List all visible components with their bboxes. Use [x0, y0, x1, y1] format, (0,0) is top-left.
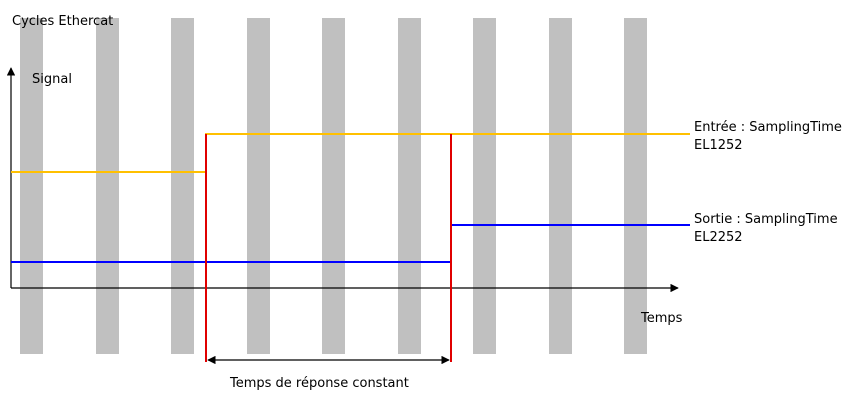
signal-axis-label: Signal [32, 72, 72, 87]
cycle-bar [549, 18, 572, 354]
ethercat-cycle-bars [20, 18, 647, 354]
cycles-label: Cycles Ethercat [12, 14, 113, 29]
cycle-bar [247, 18, 270, 354]
cycle-bar [20, 18, 43, 354]
cycle-bar [624, 18, 647, 354]
time-axis-label: Temps [640, 311, 683, 326]
response-time-label: Temps de réponse constant [229, 376, 409, 391]
cycle-bar [322, 18, 345, 354]
input-label-line2: EL1252 [694, 138, 743, 153]
input-label-line1: Entrée : SamplingTime [694, 120, 842, 135]
output-label-line1: Sortie : SamplingTime [694, 212, 838, 227]
cycle-bar [473, 18, 496, 354]
cycle-bar [171, 18, 194, 354]
cycle-bar [96, 18, 119, 354]
output-label-line2: EL2252 [694, 230, 743, 245]
cycle-bar [398, 18, 421, 354]
